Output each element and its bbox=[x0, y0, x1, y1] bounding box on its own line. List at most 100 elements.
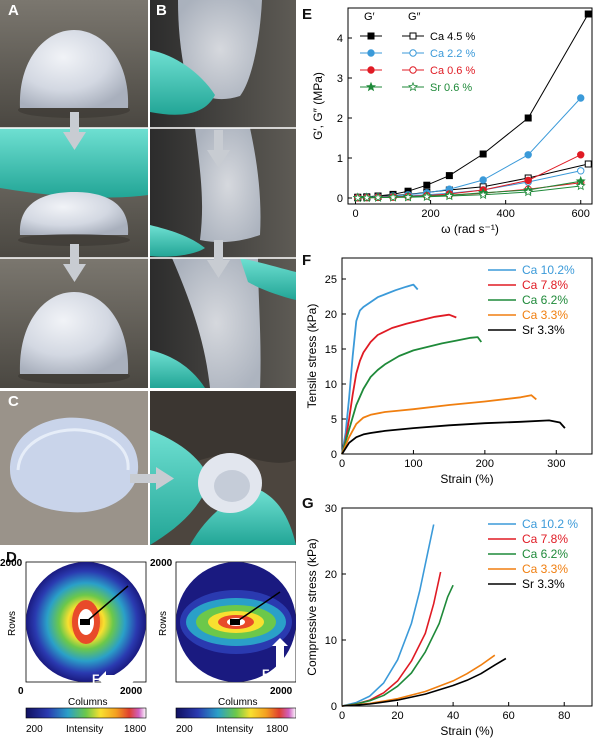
colorbar-label-left: Intensity bbox=[66, 724, 103, 735]
series-line-sr-3-3 bbox=[341, 657, 507, 707]
y-tick-label: 0 bbox=[337, 193, 343, 205]
series-line-ca-6-2 bbox=[341, 584, 454, 707]
photo-panels bbox=[0, 0, 296, 545]
data-point-g-double-prime bbox=[577, 167, 585, 175]
panel-label-a: A bbox=[8, 2, 19, 19]
data-point-g-double-prime bbox=[575, 180, 586, 191]
chart-f-tensile: 0 100 200 300 0 5 10 15 20 25 Strain (%) Tensile st… bbox=[305, 257, 593, 486]
legend-marker-filled bbox=[367, 32, 375, 40]
y-tick-label: 1 bbox=[337, 153, 343, 165]
rows-axis-label-right: Rows bbox=[158, 611, 169, 636]
series-line-sr-3-3 bbox=[341, 419, 566, 455]
data-point-g-double-prime bbox=[352, 192, 363, 203]
x-tick-label: 60 bbox=[503, 710, 515, 722]
y-tick-label: 0 bbox=[331, 701, 337, 713]
panel-label-f: F bbox=[302, 252, 312, 269]
y-tick-label: 0 bbox=[331, 449, 337, 461]
chart-e-rheology: 0 200 400 600 0 1 2 3 4 ω (rad s⁻¹) G′, G″ (MPa) G′… bbox=[311, 7, 593, 236]
y-tick-label: 5 bbox=[331, 414, 337, 426]
colorbar-min-left: 200 bbox=[26, 724, 43, 735]
colorbar-right bbox=[175, 707, 296, 719]
x-tick-label: 0 bbox=[352, 208, 358, 220]
tick-2000-rows-left: 2000 bbox=[0, 558, 23, 569]
tick-0-origin: 0 bbox=[18, 686, 24, 697]
legend-marker-filled bbox=[367, 66, 375, 74]
y-tick-label: 25 bbox=[325, 274, 337, 286]
data-point-g-prime bbox=[445, 172, 453, 180]
colorbar-label-right: Intensity bbox=[216, 724, 253, 735]
x-tick-label: 600 bbox=[572, 208, 590, 220]
data-point-g-prime bbox=[423, 181, 431, 189]
y-tick-label: 2 bbox=[337, 113, 343, 125]
panel-c-photo bbox=[0, 391, 296, 545]
tick-2000-rows-right: 2000 bbox=[150, 558, 173, 569]
chart-g-compressive: 0 20 40 60 80 0 10 20 30 Strain (%) Compressive st… bbox=[305, 503, 593, 738]
legend-label-ca-7-8: Ca 7.8% bbox=[522, 532, 568, 546]
legend-marker-filled bbox=[365, 81, 377, 92]
series-line-ca-6-2 bbox=[341, 336, 483, 455]
x-tick-label: 0 bbox=[339, 710, 345, 722]
saxs-pattern-isotropic bbox=[25, 561, 147, 683]
data-point-g-double-prime bbox=[403, 191, 414, 202]
plot-frame bbox=[347, 7, 593, 205]
legend-label-ca-6-2: Ca 6.2% bbox=[522, 293, 568, 307]
y-axis-label: Compressive stress (kPa) bbox=[305, 538, 319, 675]
y-axis-label: G′, G″ (MPa) bbox=[311, 72, 325, 140]
columns-axis-label-right: Columns bbox=[218, 697, 257, 708]
y-tick-label: 20 bbox=[325, 569, 337, 581]
plot-frame bbox=[341, 257, 593, 455]
legend-label-ca-7-8: Ca 7.8% bbox=[522, 278, 568, 292]
legend-label-ca-6-2: Ca 6.2% bbox=[522, 547, 568, 561]
panel-label-g: G bbox=[302, 495, 314, 512]
panel-d-figure: F F Rows Rows 2000 2000 2000 2000 0 Colu… bbox=[0, 558, 296, 735]
legend-marker-open bbox=[409, 66, 417, 74]
legend-marker-filled bbox=[367, 49, 375, 57]
colorbar-left bbox=[25, 707, 147, 719]
x-tick-label: 40 bbox=[447, 710, 459, 722]
y-tick-label: 20 bbox=[325, 309, 337, 321]
x-axis-label: Strain (%) bbox=[440, 472, 493, 486]
x-tick-label: 200 bbox=[476, 458, 494, 470]
x-tick-label: 200 bbox=[421, 208, 439, 220]
data-point-g-prime bbox=[479, 176, 487, 184]
y-axis-label: Tensile stress (kPa) bbox=[305, 304, 319, 409]
panel-label-e: E bbox=[302, 6, 313, 23]
force-arrow-horizontal-icon bbox=[98, 671, 136, 687]
force-label-right: F bbox=[262, 667, 269, 681]
legend-label-ca-2-2: Ca 2.2 % bbox=[430, 48, 475, 60]
tick-2000-columns-left: 2000 bbox=[120, 686, 143, 697]
legend-label-sr-3-3: Sr 3.3% bbox=[522, 323, 565, 337]
data-point-g-prime bbox=[524, 114, 532, 122]
panel-b-photo bbox=[150, 0, 296, 388]
columns-axis-label-left: Columns bbox=[68, 697, 107, 708]
arrow-down-icon bbox=[63, 112, 86, 282]
rows-axis-label-left: Rows bbox=[7, 611, 18, 636]
data-point-g-double-prime bbox=[361, 192, 372, 203]
series-line-ca-3-3 bbox=[341, 394, 537, 455]
data-point-g-prime bbox=[524, 176, 532, 185]
x-axis-label: ω (rad s⁻¹) bbox=[441, 222, 499, 236]
y-tick-label: 30 bbox=[325, 503, 337, 515]
series-line-ca-10-2 bbox=[341, 524, 435, 707]
data-point-g-prime bbox=[479, 150, 487, 158]
panel-label-b: B bbox=[156, 2, 167, 19]
x-tick-label: 400 bbox=[496, 208, 514, 220]
data-point-g-prime bbox=[584, 10, 592, 18]
data-point-g-prime bbox=[577, 94, 585, 102]
legend-label-sr-0-6: Sr 0.6 % bbox=[430, 82, 472, 94]
legend-marker-open bbox=[407, 81, 419, 92]
y-tick-label: 3 bbox=[337, 73, 343, 85]
y-tick-label: 15 bbox=[325, 344, 337, 356]
series-line-g-prime-ca-2-2 bbox=[357, 97, 582, 199]
data-point-g-double-prime bbox=[584, 160, 592, 168]
y-tick-label: 4 bbox=[337, 33, 343, 45]
x-tick-label: 100 bbox=[404, 458, 422, 470]
data-point-g-double-prime bbox=[478, 189, 489, 200]
y-tick-label: 10 bbox=[325, 379, 337, 391]
series-line-ca-10-2 bbox=[341, 283, 419, 455]
legend-label-ca-10-2: Ca 10.2% bbox=[522, 263, 575, 277]
x-tick-label: 80 bbox=[558, 710, 570, 722]
colorbar-max-left: 1800 bbox=[124, 724, 147, 735]
colorbar-min-right: 200 bbox=[176, 724, 193, 735]
data-point-g-double-prime bbox=[444, 190, 455, 201]
